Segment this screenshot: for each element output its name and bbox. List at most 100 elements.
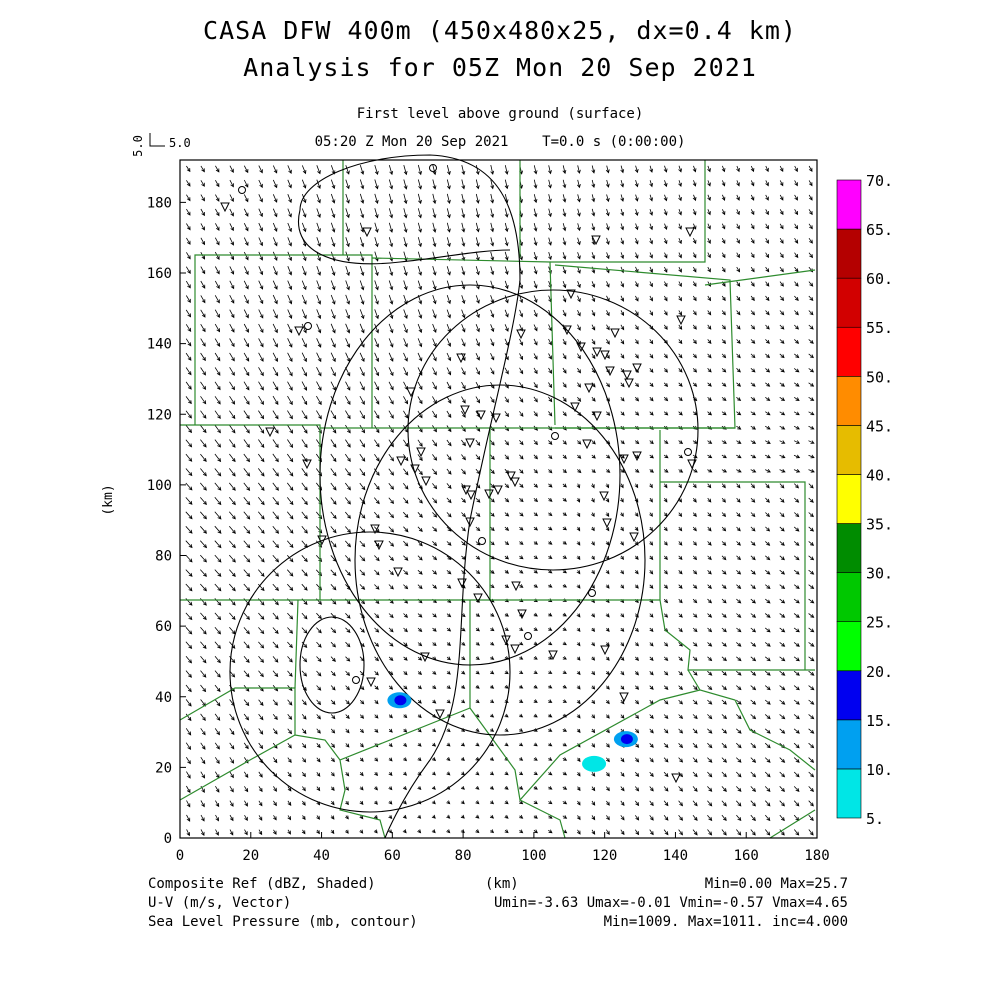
wind-vector [808,194,813,201]
wind-vector [808,584,815,590]
wind-vector [432,396,437,405]
wind-vector [301,757,307,763]
wind-vector [605,512,610,518]
wind-vector [605,252,610,260]
wind-vector [649,468,654,473]
station-marker [592,347,602,358]
wind-vector [663,266,668,273]
wind-vector [316,757,321,763]
wind-vector [330,208,336,219]
wind-vector [272,381,279,391]
wind-vector [316,309,322,320]
wind-vector [301,771,306,778]
wind-vector [634,310,639,316]
wind-vector [301,222,307,233]
wind-vector [591,324,596,331]
station-marker [294,326,304,337]
wind-vector [692,339,697,345]
wind-vector [678,440,684,445]
wind-vector [562,699,568,703]
wind-vector [808,281,814,287]
station-marker [516,329,526,340]
wind-vector [243,713,250,721]
wind-vector [504,454,510,460]
wind-vector [287,309,293,319]
wind-vector [301,656,308,663]
wind-vector [750,656,757,662]
wind-vector [316,786,321,792]
wind-vector [634,526,639,532]
wind-vector [764,728,771,734]
wind-vector [533,411,538,417]
wind-vector [750,512,756,518]
wind-vector [736,266,741,273]
station-marker [632,363,642,374]
wind-vector [548,612,553,617]
wind-vector [359,222,365,233]
wind-vector [185,699,192,707]
wind-vector [620,757,625,763]
wind-vector [258,815,263,821]
wind-vector [793,584,800,590]
wind-vector [765,295,770,302]
wind-vector [432,237,437,248]
wind-vector [808,800,814,807]
wind-vector [403,222,408,233]
wind-vector [359,309,365,320]
wind-vector [185,627,193,635]
wind-vector [461,468,466,475]
wind-vector [504,584,510,589]
wind-vector [606,454,611,459]
station-marker [416,447,426,458]
wind-vector [620,671,625,676]
wind-vector [562,512,567,517]
wind-vector [591,714,596,719]
wind-vector [765,468,771,473]
wind-vector [272,554,280,563]
wind-vector [678,555,683,561]
wind-vector [359,453,366,462]
wind-vector [794,237,799,244]
wind-vector [793,786,800,793]
wind-vector [403,671,408,676]
wind-vector [548,338,552,346]
wind-vector [533,526,539,531]
wind-vector [533,208,538,218]
wind-vector [548,223,552,232]
wind-vector [620,786,625,792]
wind-vector [286,554,294,563]
wind-vector [562,280,567,289]
wind-vector [461,454,466,461]
wind-vector [548,728,553,732]
wind-vector [692,699,698,705]
wind-vector [258,612,265,620]
wind-vector [678,743,684,749]
wind-vector [345,627,351,634]
wind-vector [186,771,191,779]
time-label: 05:20 Z Mon 20 Sep 2021 T=0.0 s (0:00:00… [314,134,686,150]
wind-vector [519,684,524,689]
wind-vector [504,713,509,718]
wind-vector [692,266,697,273]
wind-vector [591,800,596,806]
wind-vector [808,757,815,763]
wind-vector [808,209,813,216]
wind-vector [432,728,437,733]
wind-vector [634,295,639,302]
wind-vector [548,251,552,261]
wind-vector [374,237,379,248]
wind-vector [533,742,538,747]
wind-vector [330,424,337,434]
wind-vector [808,411,815,416]
wind-vector [707,454,713,459]
wind-vector [446,699,451,704]
wind-vector [345,338,351,348]
colorbar-label: 55. [866,319,893,337]
wind-vector [562,194,567,203]
wind-vector [388,743,393,748]
wind-vector [186,814,191,822]
wind-vector [229,381,235,391]
wind-vector [750,353,756,359]
wind-vector [345,395,351,406]
wind-vector [229,395,236,405]
